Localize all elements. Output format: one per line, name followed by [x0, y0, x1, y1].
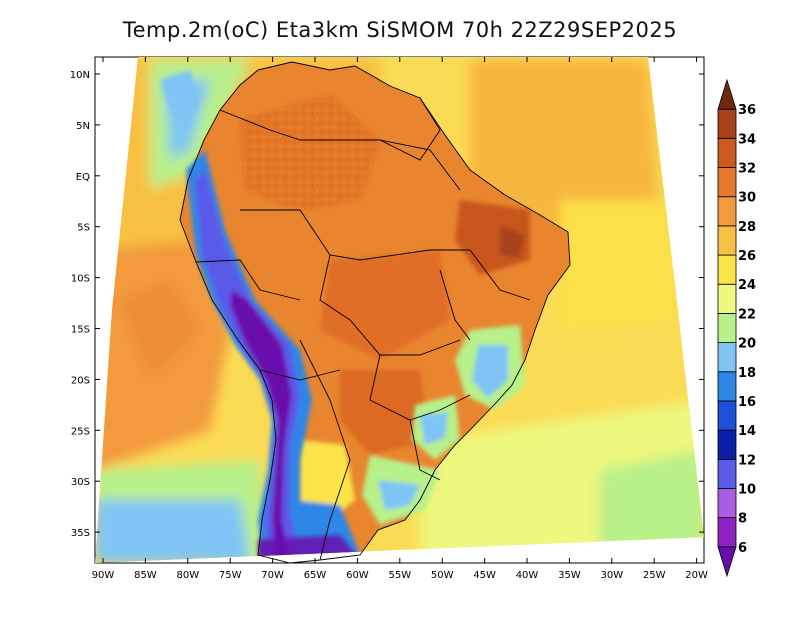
colorbar-bin	[717, 342, 737, 373]
colorbar: 6 8 10 12 14 16 18 20 22 24 26 28 30 32 34 36	[717, 78, 756, 578]
colorbar-bin	[717, 488, 737, 519]
colorbar-bin	[717, 371, 737, 402]
colorbar-label: 34	[738, 132, 756, 147]
map-title: Temp.2m(oC) Eta3km SiSMOM 70h 22Z29SEP20…	[122, 18, 678, 42]
lon-label: 45W	[473, 570, 496, 581]
colorbar-label: 18	[738, 366, 756, 381]
lat-label: 35S	[71, 528, 90, 539]
colorbar-label: 32	[738, 162, 756, 177]
lat-label: 10S	[71, 274, 90, 285]
colorbar-bin	[717, 458, 737, 489]
country-borders	[179, 61, 571, 564]
lat-label: 30S	[71, 477, 90, 488]
colorbar-bin	[717, 78, 737, 110]
lon-label: 50W	[431, 570, 454, 581]
temperature-field	[95, 57, 704, 563]
lon-label: 55W	[388, 570, 411, 581]
colorbar-label: 30	[738, 191, 756, 206]
lon-label: 70W	[261, 570, 284, 581]
lat-label: 10N	[70, 70, 90, 81]
lon-label: 35W	[558, 570, 581, 581]
lon-label: 75W	[219, 570, 242, 581]
lon-label: 20W	[685, 570, 708, 581]
colorbar-bin	[717, 137, 737, 168]
colorbar-bin	[717, 517, 737, 548]
colorbar-label: 14	[738, 424, 756, 439]
colorbar-label: 36	[738, 103, 756, 118]
colorbar-bin	[717, 546, 737, 578]
lon-label: 40W	[516, 570, 539, 581]
colorbar-bin	[717, 225, 737, 256]
longitude-axis: 90W 85W 80W 75W 70W 65W 60W 55W 50W 45W 40W 35W 30W 2…	[92, 57, 708, 581]
colorbar-label: 6	[738, 541, 747, 556]
colorbar-bin	[717, 167, 737, 198]
colorbar-bin	[717, 429, 737, 460]
lat-label: 5N	[76, 121, 90, 132]
colorbar-label: 16	[738, 395, 756, 410]
lon-label: 60W	[346, 570, 369, 581]
colorbar-bin	[717, 254, 737, 285]
colorbar-label: 22	[738, 307, 756, 322]
colorbar-label: 12	[738, 453, 756, 468]
lon-label: 90W	[92, 570, 115, 581]
latitude-axis: 10N 5N EQ 5S 10S 15S 20S 25S 30S 35S	[70, 70, 704, 539]
colorbar-label: 24	[738, 278, 756, 293]
colorbar-label: 20	[738, 337, 756, 352]
lon-label: 85W	[134, 570, 157, 581]
colorbar-bin	[717, 196, 737, 227]
colorbar-label: 8	[738, 512, 747, 527]
lat-label: 15S	[71, 325, 90, 336]
colorbar-bin	[717, 283, 737, 314]
colorbar-bin	[717, 400, 737, 431]
lon-label: 30W	[600, 570, 623, 581]
lat-label: EQ	[76, 172, 90, 183]
colorbar-label: 10	[738, 482, 756, 497]
lon-label: 65W	[304, 570, 327, 581]
colorbar-bin	[717, 313, 737, 343]
colorbar-label: 26	[738, 249, 756, 264]
lat-label: 5S	[77, 223, 90, 234]
colorbar-label: 28	[738, 220, 756, 235]
lon-label: 25W	[643, 570, 666, 581]
lat-label: 25S	[71, 426, 90, 437]
colorbar-bin	[717, 108, 737, 139]
lat-label: 20S	[71, 375, 90, 386]
lon-label: 80W	[176, 570, 199, 581]
